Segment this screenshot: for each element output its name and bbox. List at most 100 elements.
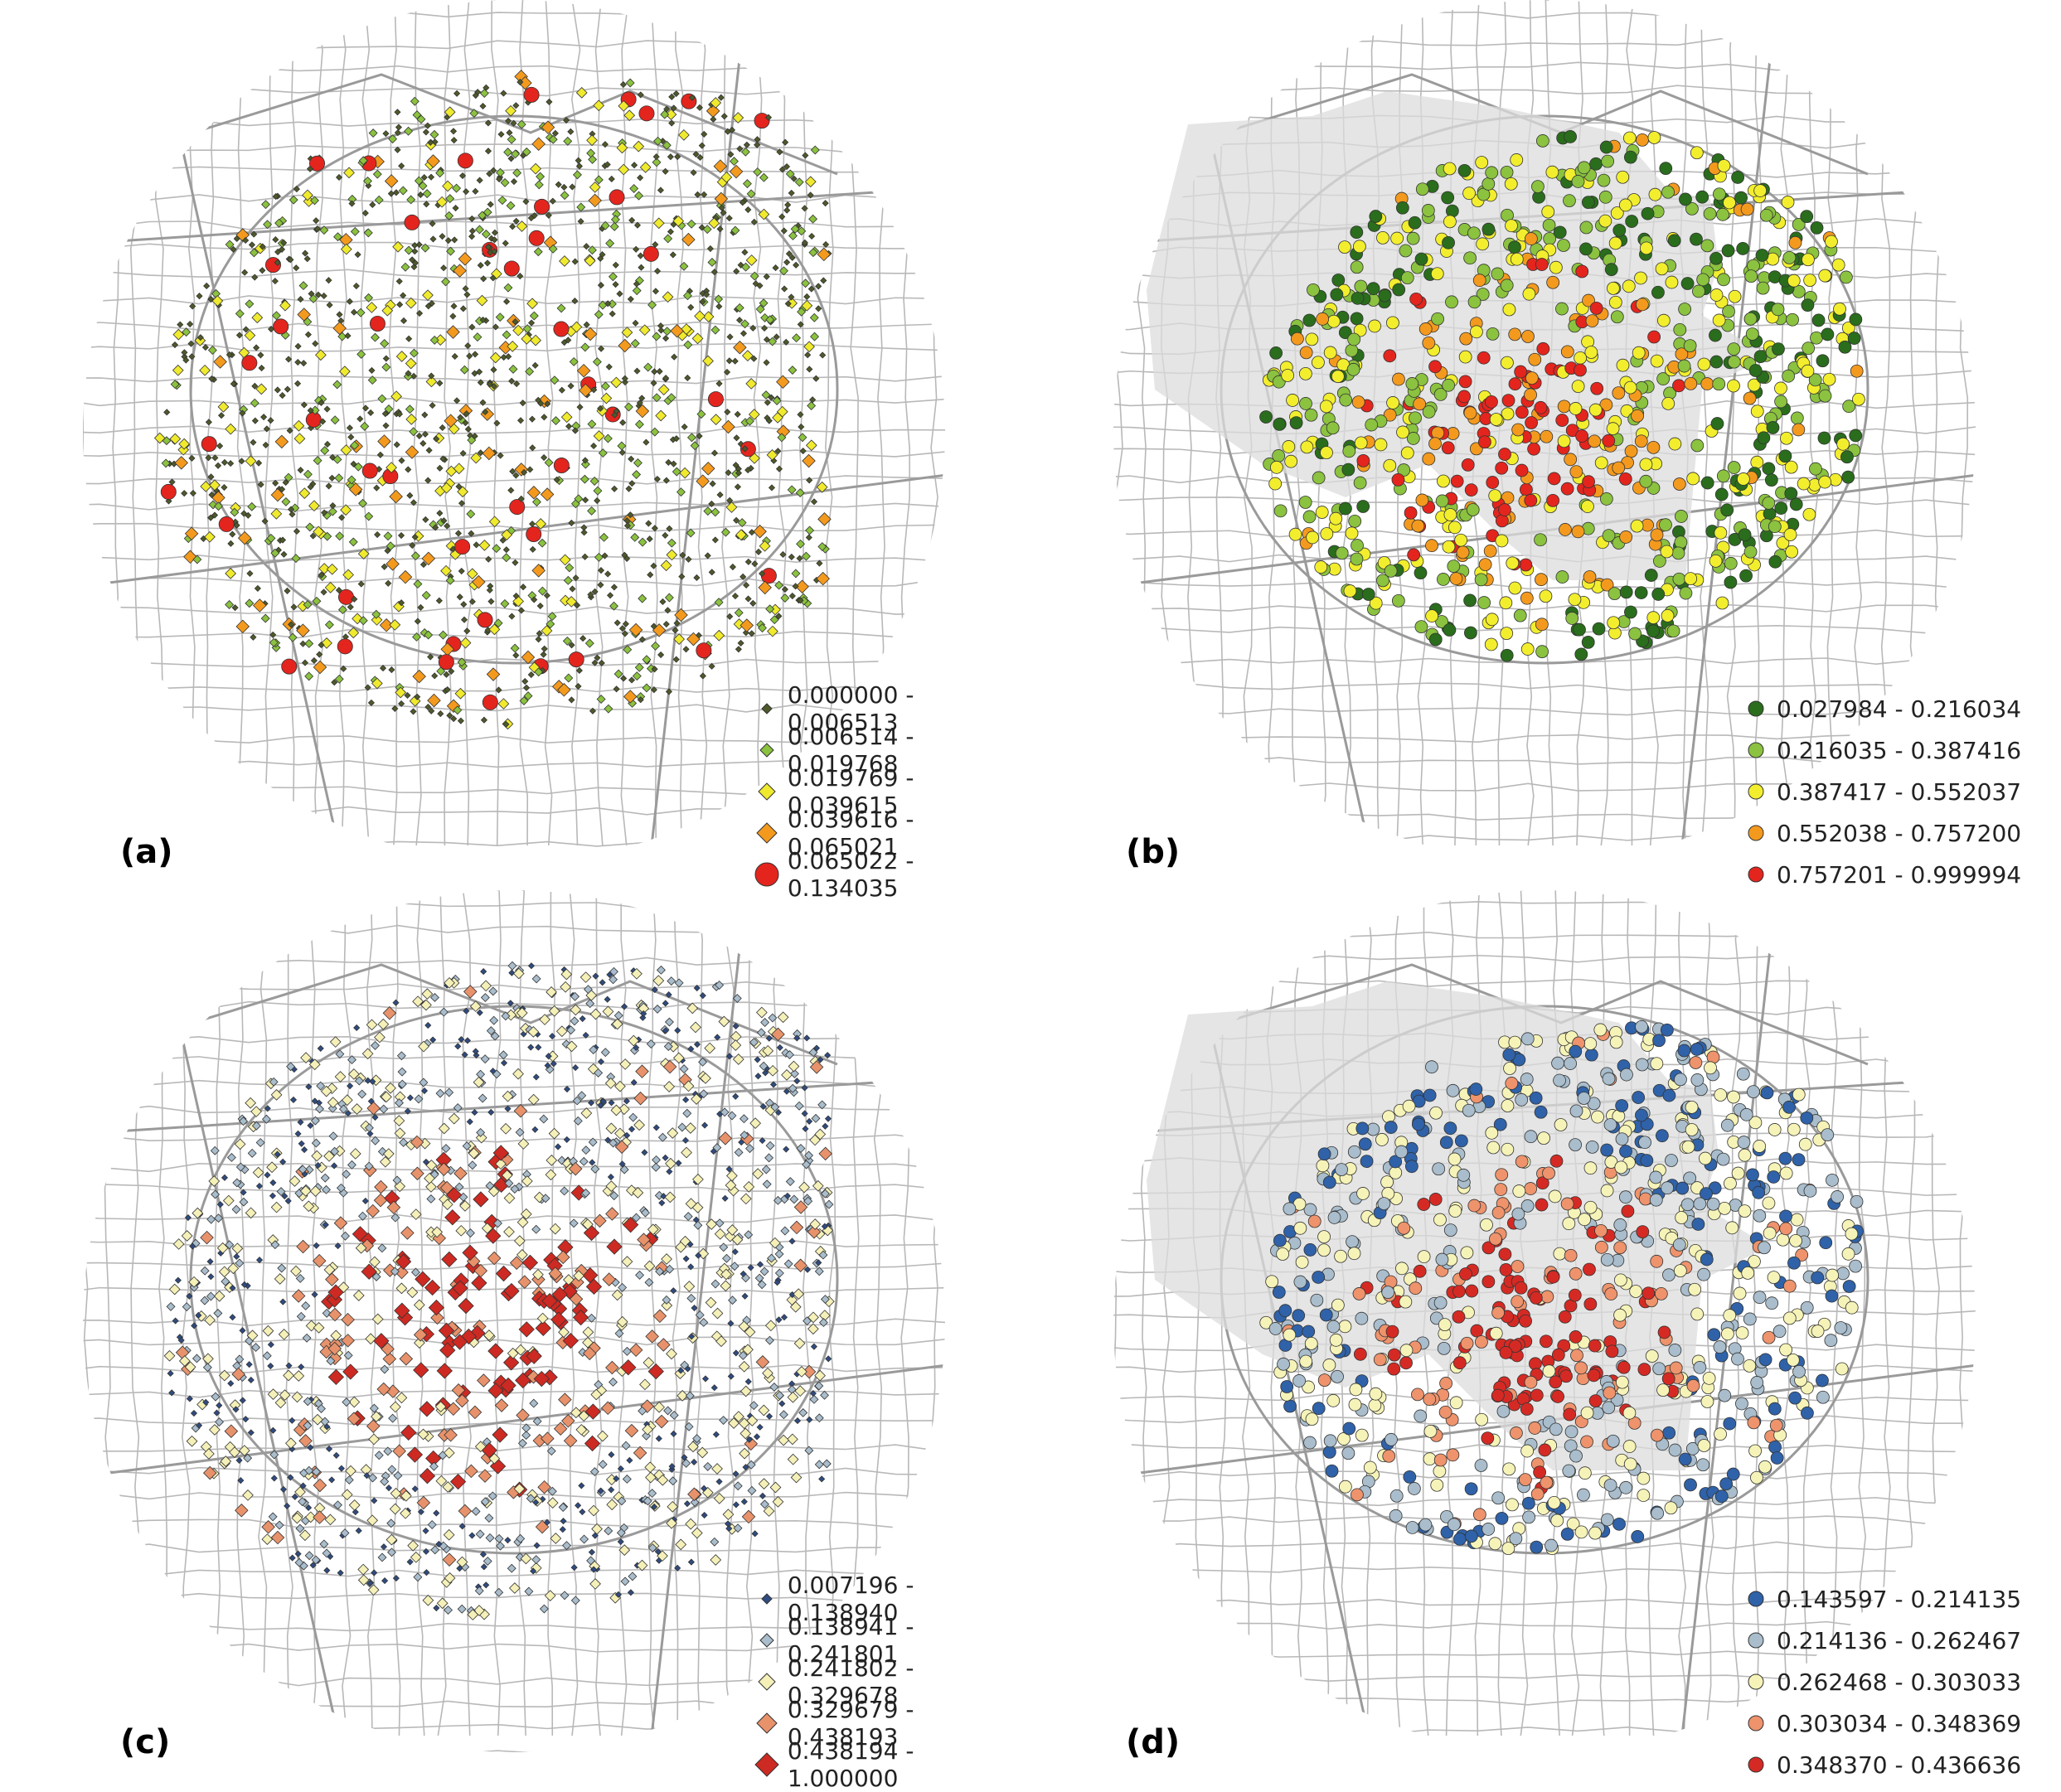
map-point	[405, 404, 415, 414]
map-point	[619, 80, 627, 89]
map-point	[570, 1564, 578, 1572]
map-point	[528, 230, 545, 246]
map-point	[721, 419, 735, 434]
map-point	[1559, 523, 1572, 536]
map-point	[533, 1542, 541, 1549]
map-point	[389, 619, 401, 631]
map-point	[802, 1125, 809, 1132]
map-point	[227, 460, 235, 467]
map-point	[345, 1465, 356, 1477]
road	[1113, 9, 1976, 19]
map-point	[1304, 408, 1318, 422]
map-point	[1602, 1072, 1616, 1086]
map-point	[724, 1520, 732, 1528]
map-point	[626, 1456, 633, 1464]
map-point	[488, 516, 501, 528]
map-point	[400, 317, 408, 325]
map-point	[659, 598, 667, 606]
map-point	[686, 1002, 699, 1015]
map-point	[1495, 1511, 1509, 1525]
map-point	[771, 1027, 785, 1042]
map-point	[637, 91, 644, 99]
map-point	[202, 1398, 210, 1406]
map-point	[1636, 298, 1649, 312]
map-point	[1472, 274, 1486, 288]
map-point	[774, 448, 782, 455]
map-point	[482, 694, 498, 710]
map-point	[658, 1199, 666, 1207]
map-point	[374, 1451, 384, 1460]
map-point	[208, 1175, 221, 1187]
map-point	[674, 1564, 681, 1572]
map-point	[1466, 503, 1480, 516]
map-point	[710, 1384, 718, 1392]
map-point	[820, 1390, 829, 1400]
map-point	[229, 1314, 236, 1321]
map-point	[503, 1192, 516, 1204]
map-point	[1457, 163, 1472, 177]
map-point	[509, 467, 516, 475]
map-point	[1709, 288, 1724, 302]
map-point	[1463, 251, 1477, 265]
map-point	[435, 1540, 443, 1547]
map-point	[364, 1077, 371, 1084]
map-point	[1583, 1161, 1598, 1175]
map-point	[806, 366, 813, 373]
map-point	[1505, 1077, 1519, 1090]
map-point	[1350, 260, 1364, 274]
map-point	[202, 1363, 212, 1373]
map-point	[1347, 332, 1361, 346]
map-point	[161, 458, 171, 468]
map-point	[477, 1373, 491, 1388]
map-point	[558, 1326, 570, 1339]
map-point	[1637, 1489, 1651, 1502]
road	[366, 890, 376, 1736]
map-point	[420, 999, 432, 1011]
map-point	[248, 241, 256, 249]
map-point	[651, 666, 658, 673]
map-point	[297, 1118, 304, 1126]
map-point	[1525, 371, 1539, 385]
map-point	[354, 251, 361, 259]
map-point	[439, 1180, 454, 1195]
map-point	[196, 293, 203, 300]
map-point	[737, 639, 744, 647]
map-point	[503, 1226, 515, 1238]
map-point	[774, 1249, 784, 1259]
map-point	[686, 1293, 696, 1303]
map-point	[371, 1113, 379, 1121]
road	[675, 0, 685, 846]
legend-item: 0.065022 - 0.134035	[754, 847, 1030, 902]
map-point	[1646, 611, 1661, 625]
map-point	[1852, 392, 1865, 406]
map-point	[325, 277, 332, 284]
map-point	[662, 375, 670, 382]
map-point	[746, 189, 756, 199]
map-point	[1591, 1110, 1604, 1124]
map-point	[1475, 156, 1489, 169]
legend-label: 0.000000 - 0.006513	[787, 681, 914, 736]
map-point	[1474, 1459, 1488, 1472]
panel-label-b: (b)	[1126, 833, 1181, 871]
map-point	[350, 460, 357, 467]
map-point	[427, 1520, 437, 1529]
map-point	[1506, 556, 1520, 570]
map-point	[523, 691, 533, 701]
map-point	[662, 327, 672, 337]
map-point	[816, 571, 830, 586]
map-point	[1722, 304, 1735, 318]
map-point	[550, 375, 560, 385]
map-point	[323, 1150, 335, 1162]
map-point	[443, 671, 450, 678]
map-point	[439, 233, 446, 240]
map-point	[1668, 1443, 1682, 1457]
map-point	[281, 1193, 289, 1200]
map-point	[404, 214, 420, 230]
map-point	[366, 1101, 381, 1116]
map-point	[1281, 369, 1295, 382]
map-point	[257, 351, 264, 359]
map-point	[1703, 207, 1717, 220]
map-point	[1560, 482, 1574, 496]
map-point	[1353, 1347, 1367, 1361]
map-point	[534, 667, 544, 677]
